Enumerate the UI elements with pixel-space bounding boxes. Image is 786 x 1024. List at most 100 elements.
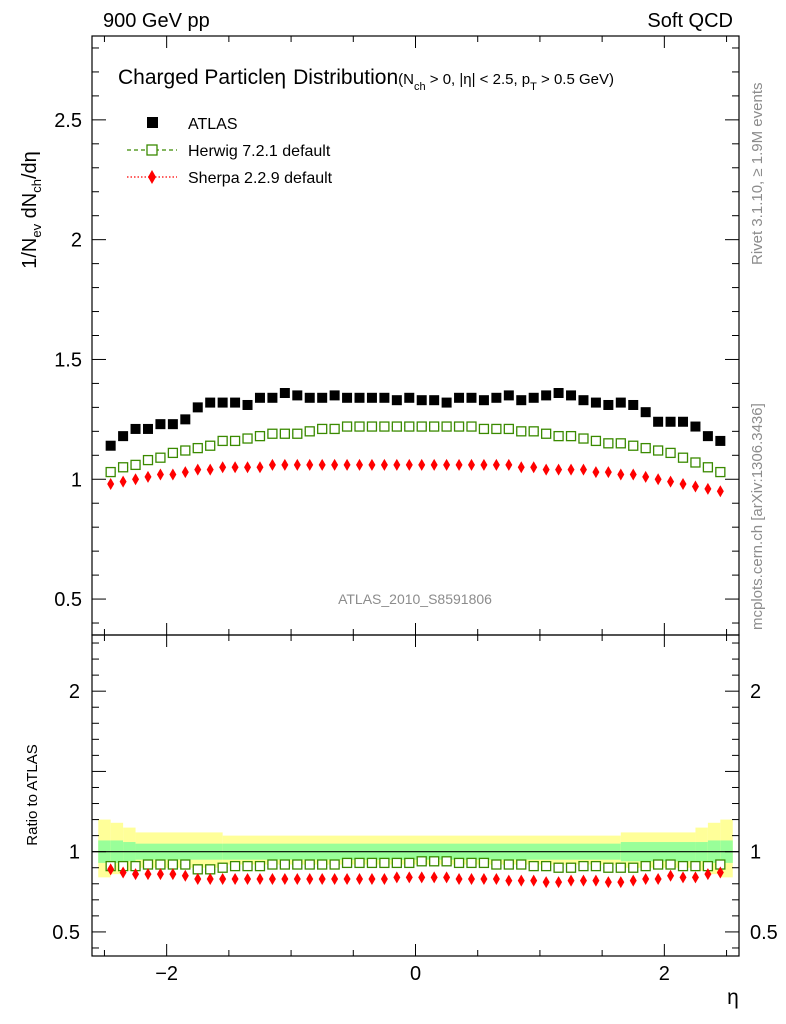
atlas-point <box>603 399 614 410</box>
herwig-point <box>192 442 203 454</box>
atlas-point <box>342 392 353 403</box>
atlas-point <box>130 423 141 434</box>
sherpa-point <box>418 458 426 471</box>
herwig-ratio-point <box>292 859 303 870</box>
sherpa-point <box>107 478 115 491</box>
herwig-point <box>292 428 303 439</box>
x-tick-label: −2 <box>155 963 178 985</box>
sherpa-point <box>691 480 699 493</box>
atlas-point <box>653 416 664 427</box>
herwig-point <box>105 466 116 478</box>
herwig-point <box>354 421 365 432</box>
sherpa-ratio-point <box>206 872 214 885</box>
sherpa-ratio-point <box>667 869 675 882</box>
atlas-point <box>678 416 689 427</box>
sherpa-ratio-point <box>679 871 687 884</box>
sherpa-point <box>517 461 525 474</box>
sherpa-point <box>430 458 438 471</box>
herwig-ratio-point <box>466 857 477 869</box>
herwig-ratio-point <box>391 857 402 869</box>
atlas-point <box>180 414 191 425</box>
herwig-point <box>528 426 539 437</box>
sherpa-ratio-point <box>169 868 177 881</box>
herwig-ratio-point <box>516 859 527 870</box>
atlas-point <box>192 402 203 413</box>
sherpa-ratio-point <box>181 869 189 882</box>
sherpa-ratio-point <box>293 872 301 885</box>
sherpa-point <box>380 458 388 471</box>
sherpa-point <box>505 458 513 471</box>
herwig-ratio-point <box>229 860 241 872</box>
atlas-point <box>167 419 178 430</box>
sherpa-ratio-point <box>380 872 388 885</box>
sherpa-point <box>368 458 376 471</box>
herwig-point <box>677 452 689 463</box>
atlas-point <box>254 392 265 403</box>
herwig-ratio-point <box>677 860 689 872</box>
legend-marker-herwig <box>146 144 158 156</box>
sherpa-point <box>405 458 413 471</box>
sherpa-ratio-point <box>642 872 650 885</box>
y-tick-label: 2 <box>71 230 82 252</box>
herwig-point <box>628 440 639 451</box>
herwig-point <box>540 428 552 439</box>
ratio-y-tick-label: 2 <box>69 681 80 703</box>
sherpa-ratio-point <box>119 866 127 879</box>
title-dist: Distribution <box>293 66 398 89</box>
sherpa-ratio-point <box>517 874 525 887</box>
herwig-point <box>690 457 701 468</box>
atlas-point <box>690 421 701 432</box>
herwig-point <box>429 421 440 432</box>
sherpa-point <box>293 458 301 471</box>
atlas-point <box>118 431 129 442</box>
herwig-ratio-point <box>540 860 552 872</box>
ratio-y-tick-label-right: 1 <box>750 842 761 864</box>
sherpa-point <box>716 485 724 498</box>
herwig-ratio-point <box>429 856 440 867</box>
herwig-ratio-point <box>628 862 639 873</box>
herwig-ratio-point <box>279 859 291 870</box>
atlas-point <box>304 392 315 403</box>
herwig-point <box>615 438 626 449</box>
sherpa-ratio-point <box>555 876 563 889</box>
y-tick-label: 0.5 <box>54 589 82 611</box>
sherpa-point <box>555 463 563 476</box>
herwig-point <box>453 421 465 432</box>
sherpa-point <box>604 466 612 479</box>
atlas-point <box>429 395 440 406</box>
ratio-uncertainty-bands <box>92 819 739 878</box>
sherpa-point <box>704 482 712 495</box>
herwig-point <box>366 421 378 432</box>
sherpa-point <box>268 458 276 471</box>
sherpa-ratio-point <box>704 868 712 881</box>
herwig-ratio-point <box>180 859 191 870</box>
sherpa-point <box>256 461 264 474</box>
sherpa-ratio-point <box>716 866 724 879</box>
herwig-point <box>254 430 266 442</box>
atlas-point <box>366 392 377 403</box>
herwig-point <box>229 435 241 447</box>
legend: ATLAS Herwig 7.2.1 default Sherpa 2.2.9 … <box>127 116 333 187</box>
sherpa-point <box>331 458 339 471</box>
herwig-point <box>242 433 253 444</box>
herwig-ratio-point <box>590 860 602 872</box>
herwig-ratio-point <box>565 862 577 873</box>
atlas-point <box>354 392 365 403</box>
herwig-point <box>665 447 676 459</box>
herwig-ratio-point <box>155 859 166 870</box>
sherpa-point <box>343 458 351 471</box>
sherpa-point <box>219 461 227 474</box>
sherpa-point <box>654 473 662 486</box>
herwig-ratio-point <box>603 862 614 873</box>
herwig-point <box>130 459 141 471</box>
herwig-ratio-point <box>354 857 365 869</box>
atlas-point <box>267 392 278 403</box>
title-eta: η <box>274 66 286 89</box>
atlas-point <box>541 390 552 401</box>
atlas-point <box>665 416 676 427</box>
sherpa-ratio-point <box>256 872 264 885</box>
y-tick-label: 1.5 <box>54 349 82 371</box>
sherpa-point <box>642 470 650 483</box>
sherpa-ratio-point <box>492 872 500 885</box>
herwig-point <box>341 421 353 432</box>
